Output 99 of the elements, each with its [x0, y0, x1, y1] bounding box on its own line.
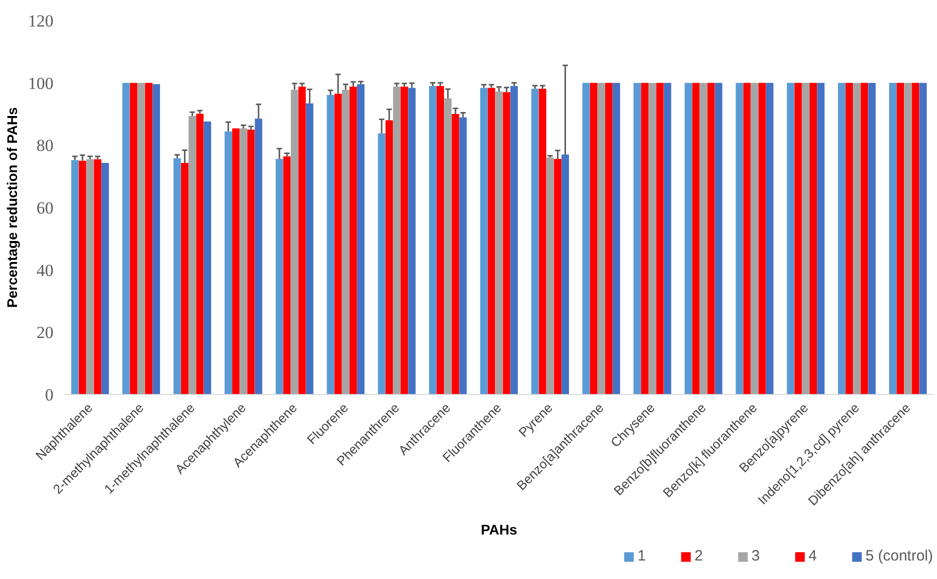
- bar: [101, 162, 109, 394]
- legend-label: 5 (control): [865, 548, 933, 564]
- bar: [810, 82, 817, 394]
- bar: [802, 82, 810, 394]
- bar: [641, 82, 648, 394]
- bar: [758, 82, 766, 394]
- y-tick-label: 100: [28, 74, 54, 93]
- bar: [495, 92, 503, 394]
- bar: [488, 88, 496, 394]
- bar: [240, 128, 248, 394]
- bar: [531, 88, 539, 394]
- bar: [196, 114, 204, 394]
- legend-label: 4: [808, 548, 818, 564]
- y-axis-title: Percentage reduction of PAHs: [4, 107, 20, 308]
- bar: [582, 82, 590, 394]
- bar: [306, 103, 314, 394]
- bar: [385, 120, 393, 394]
- bar: [378, 133, 386, 394]
- bar: [71, 160, 79, 394]
- bar: [334, 94, 342, 394]
- bar: [868, 82, 876, 394]
- bar: [786, 82, 794, 394]
- bar: [145, 82, 152, 394]
- bar: [298, 86, 306, 394]
- bar: [794, 82, 802, 394]
- bar: [444, 98, 452, 394]
- bar: [283, 156, 291, 394]
- bar: [598, 82, 605, 394]
- bar: [188, 116, 196, 394]
- y-tick-label: 120: [28, 12, 54, 30]
- bar: [838, 82, 846, 394]
- bar: [326, 94, 334, 394]
- bar: [700, 82, 708, 394]
- bar: [766, 82, 774, 394]
- bar: [152, 84, 160, 394]
- bar: [904, 82, 912, 394]
- bar: [554, 158, 562, 394]
- bar: [648, 82, 656, 394]
- bar: [436, 86, 444, 394]
- bar: [853, 82, 861, 394]
- bar: [350, 86, 357, 394]
- bar: [86, 159, 94, 394]
- bar: [247, 130, 255, 394]
- bar: [538, 88, 546, 394]
- bar: [408, 88, 416, 394]
- bar: [290, 90, 298, 394]
- legend-label: 2: [694, 548, 704, 564]
- y-tick-label: 0: [45, 386, 54, 404]
- bar: [684, 82, 692, 394]
- y-tick-label: 20: [36, 323, 54, 342]
- bar: [204, 121, 212, 394]
- bar: [130, 82, 138, 394]
- bar: [912, 82, 920, 394]
- bar: [510, 86, 518, 394]
- y-tick-label: 80: [36, 136, 54, 156]
- bar: [817, 82, 825, 394]
- bar: [224, 131, 232, 394]
- bar: [502, 92, 510, 394]
- bar: [562, 154, 569, 394]
- bar: [919, 82, 927, 394]
- bar: [276, 158, 284, 394]
- bar: [656, 82, 664, 394]
- bar: [342, 90, 350, 394]
- bar: [393, 86, 400, 394]
- legend-label: 3: [751, 548, 761, 564]
- bar: [743, 82, 751, 394]
- y-tick-label: 60: [36, 198, 54, 218]
- bar: [664, 82, 672, 394]
- bar: [707, 82, 715, 394]
- bar: [896, 82, 904, 394]
- bar: [94, 159, 102, 394]
- bar: [78, 160, 86, 394]
- bar: [181, 162, 188, 394]
- bar: [173, 158, 181, 394]
- bar: [736, 82, 744, 394]
- bar: [605, 82, 613, 394]
- bar: [122, 82, 130, 394]
- bar: [714, 82, 722, 394]
- bar: [429, 86, 436, 394]
- bar: [889, 82, 897, 394]
- bar: [612, 82, 620, 394]
- bar: [137, 82, 145, 394]
- legend-label: 1: [637, 548, 647, 564]
- bar: [400, 86, 408, 394]
- y-tick-label: 40: [36, 260, 54, 280]
- bar: [480, 88, 488, 394]
- bar: [634, 82, 641, 394]
- bar: [232, 128, 240, 394]
- bar: [546, 157, 554, 394]
- bar: [254, 118, 262, 394]
- bar: [357, 84, 364, 394]
- bar: [590, 82, 598, 394]
- bar: [452, 114, 460, 394]
- bar: [692, 82, 700, 394]
- bar: [750, 82, 758, 394]
- bar: [860, 82, 868, 394]
- x-axis-title: PAHs: [480, 522, 518, 538]
- bar: [846, 82, 853, 394]
- bar: [459, 117, 467, 394]
